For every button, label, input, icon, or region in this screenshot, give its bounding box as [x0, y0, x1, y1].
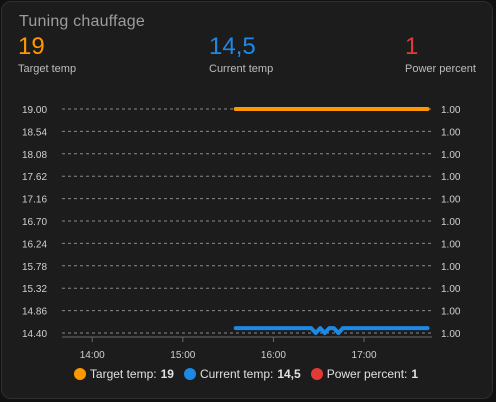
y-left-tick-label: 17.62: [22, 172, 47, 183]
y-left-tick-label: 19.00: [22, 105, 47, 116]
legend-value: 14,5: [277, 367, 301, 381]
y-right-tick-label: 1.00: [441, 239, 461, 250]
y-right-tick-label: 1.00: [441, 195, 461, 206]
card-title: Tuning chauffage: [19, 13, 145, 30]
stat-label: Power percent: [405, 63, 476, 75]
legend-label: Power percent:: [326, 367, 408, 381]
legend-item-target-temp[interactable]: Target temp: 19: [73, 367, 174, 381]
legend-value: 1: [411, 367, 419, 381]
legend-item-power-percent[interactable]: Power percent: 1: [310, 367, 419, 381]
x-tick-label: 17:00: [352, 350, 377, 361]
x-tick-label: 14:00: [80, 350, 105, 361]
y-left-tick-label: 18.08: [22, 150, 47, 161]
stat-value: 19: [18, 33, 45, 60]
legend-dot-icon: [183, 368, 196, 380]
legend-dot-icon: [73, 368, 86, 380]
legend-label: Target temp:: [89, 367, 157, 381]
legend-item-current-temp[interactable]: Current temp: 14,5: [183, 367, 301, 381]
stat-current-temp[interactable]: 14,5 Current temp: [209, 33, 273, 75]
y-right-tick-label: 1.00: [441, 307, 461, 318]
y-left-tick-label: 17.16: [22, 195, 47, 206]
y-left-tick-label: 15.78: [22, 262, 47, 273]
stat-label: Current temp: [209, 63, 274, 75]
stat-value: 14,5: [209, 33, 256, 60]
legend-value: 19: [160, 367, 174, 381]
stat-label: Target temp: [18, 63, 77, 75]
y-left-tick-label: 15.32: [22, 284, 47, 295]
stat-power-percent[interactable]: 1 Power percent: [405, 33, 476, 75]
y-left-tick-label: 14.40: [22, 329, 47, 340]
x-tick-label: 16:00: [261, 350, 286, 361]
y-left-tick-label: 18.54: [22, 127, 47, 138]
legend-label: Current temp:: [199, 367, 274, 381]
legend-dot-icon: [310, 368, 323, 380]
y-left-tick-label: 16.70: [22, 217, 47, 228]
y-right-tick-label: 1.00: [441, 284, 461, 295]
y-right-tick-label: 1.00: [441, 217, 461, 228]
y-right-tick-label: 1.00: [441, 127, 461, 138]
stat-target-temp[interactable]: 19 Target temp: [18, 33, 76, 75]
series-line-current-temp: [233, 326, 430, 335]
y-right-tick-label: 1.00: [441, 105, 461, 116]
chart-legend: Target temp: 19 Current temp: 14,5 Power…: [0, 367, 492, 381]
y-right-tick-label: 1.00: [441, 172, 461, 183]
y-left-tick-label: 14.86: [22, 307, 47, 318]
y-right-tick-label: 1.00: [441, 262, 461, 273]
y-right-tick-label: 1.00: [441, 329, 461, 340]
y-right-tick-label: 1.00: [441, 150, 461, 161]
y-left-tick-label: 16.24: [22, 239, 47, 250]
x-tick-label: 15:00: [170, 350, 195, 361]
stat-value: 1: [405, 33, 419, 60]
